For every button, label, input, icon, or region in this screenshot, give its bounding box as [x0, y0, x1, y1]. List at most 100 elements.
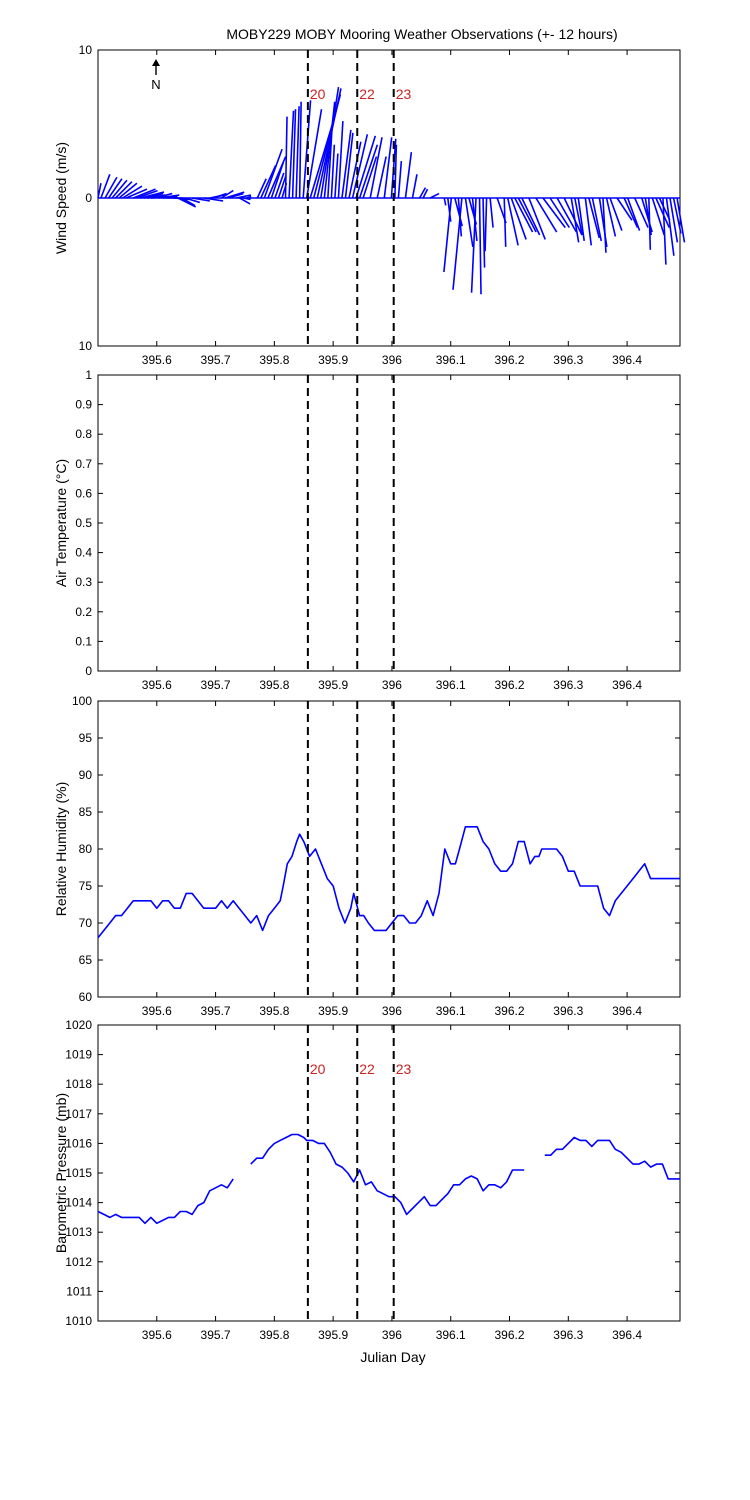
x-tick-label: 395.7: [201, 353, 231, 367]
wind-vector: [362, 156, 378, 199]
wind-vector: [482, 197, 486, 268]
wind-vector: [605, 197, 617, 237]
wind-vector: [648, 197, 652, 250]
series-line: [250, 1133, 525, 1216]
y-tick-label: 0.6: [75, 486, 92, 500]
wind-vector: [100, 174, 111, 199]
wind-vector: [591, 197, 603, 242]
chart-panel-3: 395.6 395.7 395.8 395.9 396 396.1 396.2 396.3 39…: [53, 694, 681, 1018]
wind-vector: [446, 197, 452, 222]
wind-vector: [337, 120, 344, 199]
wind-vector: [676, 197, 686, 243]
x-tick-label: 396.3: [553, 1004, 583, 1018]
wind-vector: [369, 137, 383, 199]
series-line: [97, 1178, 234, 1225]
x-tick-label: 395.7: [201, 678, 231, 692]
y-tick-label: 1019: [65, 1048, 92, 1062]
marker-label: 23: [396, 1061, 412, 1077]
wind-vector: [503, 197, 507, 247]
y-tick-label: 60: [79, 990, 93, 1004]
wind-vector: [97, 183, 102, 199]
wind-vector: [177, 197, 197, 208]
wind-vector: [383, 137, 393, 199]
wind-vector: [397, 160, 403, 199]
x-tick-label: 396.4: [612, 678, 642, 692]
wind-vector: [191, 197, 210, 202]
wind-vector: [422, 188, 429, 199]
wind-vector: [443, 197, 453, 273]
y-tick-label: 1015: [65, 1166, 92, 1180]
x-tick-label: 395.6: [142, 1004, 172, 1018]
wind-vector: [470, 197, 477, 293]
wind-vector: [521, 197, 541, 236]
x-tick-label: 395.9: [318, 1328, 348, 1342]
wind-vector: [452, 197, 463, 290]
plot-frame: [97, 700, 681, 998]
chart-panels: 395.6 395.7 395.8 395.9 396 396.1 396.2 396.3 39…: [53, 43, 686, 1342]
wind-vector: [655, 197, 670, 228]
wind-vector: [140, 191, 165, 199]
marker-label: 22: [359, 1061, 375, 1077]
x-tick-label: 396.4: [612, 1328, 642, 1342]
y-tick-label: 75: [79, 879, 93, 893]
x-tick-label: 395.8: [259, 353, 289, 367]
figure-title: MOBY229 MOBY Mooring Weather Observation…: [226, 26, 617, 42]
wind-vector: [274, 172, 285, 199]
y-tick-label: 0.9: [75, 398, 92, 412]
y-tick-label: 10: [79, 43, 93, 57]
wind-vector: [404, 152, 413, 199]
wind-vector: [154, 192, 173, 199]
wind-vector: [184, 197, 201, 204]
wind-vector: [203, 197, 224, 202]
wind-vector: [243, 197, 251, 201]
wind-vector: [228, 192, 244, 199]
y-axis-label: Barometric Pressure (mb): [53, 1093, 69, 1253]
wind-vector: [330, 144, 336, 199]
y-tick-label: 0.5: [75, 516, 92, 530]
wind-vector: [295, 106, 300, 199]
wind-vector: [662, 197, 667, 265]
wind-vector: [634, 197, 649, 228]
wind-vector: [556, 197, 578, 233]
x-tick-label: 395.8: [259, 1328, 289, 1342]
wind-vector: [584, 197, 593, 246]
wind-vector: [484, 197, 488, 252]
wind-vector: [669, 197, 679, 243]
wind-vector: [107, 178, 123, 199]
wind-vector: [563, 197, 583, 236]
x-axis-label: Julian Day: [360, 1349, 425, 1365]
wind-vector: [136, 189, 158, 199]
north-arrow-head-icon: [152, 59, 160, 66]
series-line: [97, 826, 680, 939]
y-tick-label: 70: [79, 916, 93, 930]
wind-vector: [224, 191, 245, 199]
x-tick-label: 396.3: [553, 353, 583, 367]
wind-vector: [616, 197, 633, 221]
wind-vector: [510, 197, 527, 240]
wind-vector: [535, 197, 558, 233]
wind-vector: [239, 197, 251, 205]
x-tick-label: 395.8: [259, 1004, 289, 1018]
wind-vector: [298, 101, 302, 199]
chart-panel-2: 395.6 395.7 395.8 395.9 396 396.1 396.2 396.3 39…: [53, 368, 681, 692]
y-tick-label: 1: [85, 368, 92, 382]
wind-vector: [221, 189, 234, 199]
x-tick-label: 396: [382, 353, 402, 367]
wind-vector: [394, 144, 398, 199]
wind-vector: [158, 194, 180, 199]
x-tick-label: 396.4: [612, 353, 642, 367]
y-tick-label: 10: [79, 339, 93, 353]
wind-vector: [212, 192, 227, 199]
y-tick-label: 100: [72, 694, 92, 708]
wind-vector: [115, 181, 133, 199]
wind-vector: [181, 197, 196, 207]
wind-vector: [344, 132, 354, 199]
wind-vector: [478, 197, 482, 295]
wind-vector: [376, 156, 387, 199]
wind-vector: [291, 109, 297, 199]
y-tick-label: 95: [79, 731, 93, 745]
y-tick-label: 1012: [65, 1255, 92, 1269]
wind-vector: [623, 197, 639, 228]
wind-vector: [464, 197, 474, 247]
